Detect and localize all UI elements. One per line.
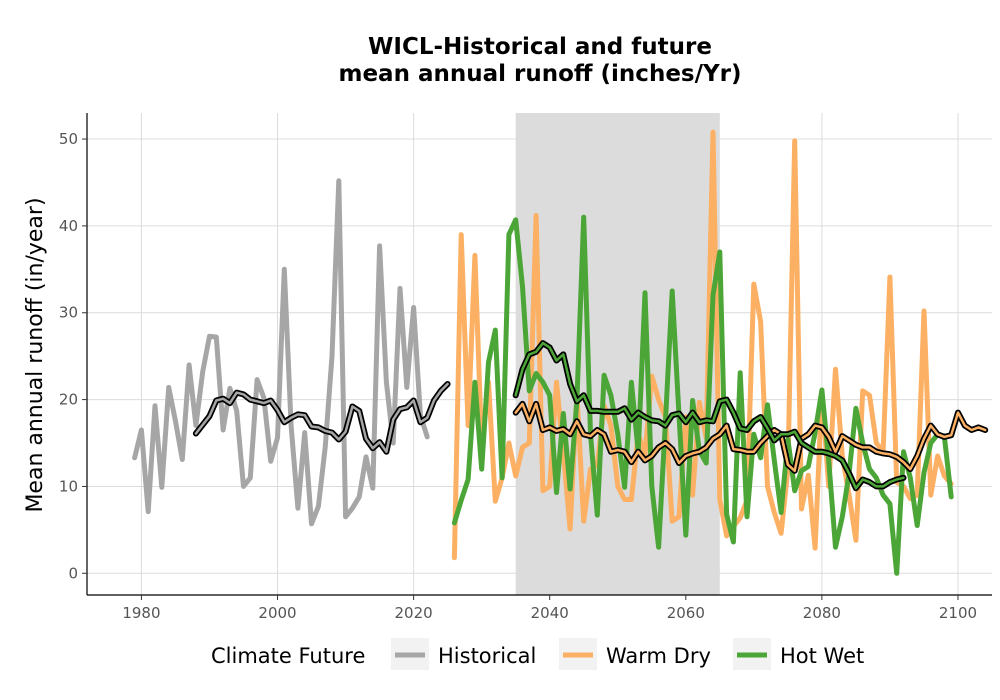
legend-title: Climate Future <box>211 644 365 668</box>
y-tick-label: 40 <box>59 217 78 235</box>
x-tick-label: 2040 <box>531 604 569 622</box>
legend: Climate Future Historical Warm Dry Hot Wet <box>211 638 864 670</box>
legend-item-warm-dry: Warm Dry <box>559 638 711 670</box>
y-tick-label: 20 <box>59 391 78 409</box>
legend-item-historical: Historical <box>391 638 536 670</box>
legend-label: Hot Wet <box>780 644 864 668</box>
chart-subtitle: mean annual runoff (inches/Yr) <box>338 61 741 87</box>
x-tick-label: 1980 <box>122 604 160 622</box>
x-tick-label: 2020 <box>395 604 433 622</box>
y-tick-label: 30 <box>59 304 78 322</box>
smoothed-outline-historical <box>192 381 451 455</box>
legend-label: Warm Dry <box>606 644 711 668</box>
tick-labels: 1980 2000 2020 2040 2060 2080 2100 0 10 20 30 40 50 <box>59 130 977 622</box>
shaded-period <box>515 113 720 595</box>
y-axis-title: Mean annual runoff (in/year) <box>23 197 48 512</box>
chart-title: WICL-Historical and future <box>368 34 712 60</box>
y-tick-label: 0 <box>68 564 78 582</box>
smoothed-line-historical <box>194 382 449 453</box>
smoothed-line-warm-dry <box>514 402 987 473</box>
y-tick-label: 50 <box>59 130 78 148</box>
x-tick-label: 2060 <box>667 604 705 622</box>
x-tick-label: 2080 <box>803 604 841 622</box>
x-tick-label: 2100 <box>939 604 977 622</box>
smoothed-line-hot-wet <box>514 341 905 490</box>
x-tick-label: 2000 <box>258 604 296 622</box>
legend-label: Historical <box>438 644 536 668</box>
shaded-period-rect <box>515 113 720 595</box>
series-line-hot-wet <box>451 214 954 576</box>
y-tick-label: 10 <box>59 477 78 495</box>
legend-item-hot-wet: Hot Wet <box>733 638 864 670</box>
axes <box>86 113 992 596</box>
series-line-historical <box>132 178 430 527</box>
smoothed-lines <box>192 340 989 492</box>
